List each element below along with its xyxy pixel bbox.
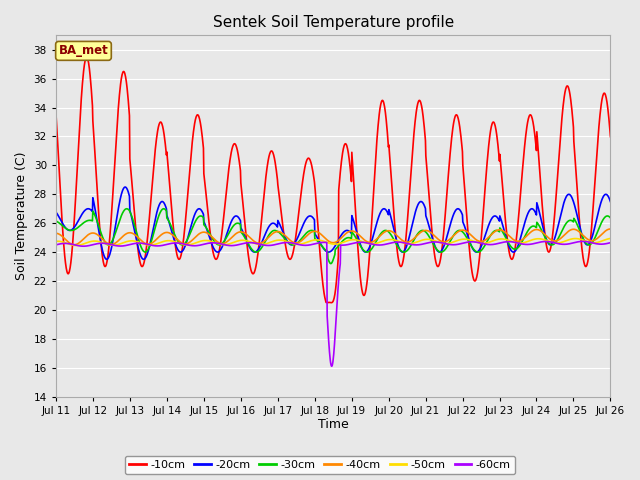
-50cm [52,239,60,244]
Text: BA_met: BA_met [59,44,108,58]
-50cm [162,238,170,244]
-40cm [541,231,548,237]
-30cm [123,206,131,212]
-60cm [52,242,60,248]
-20cm [103,256,111,262]
-40cm [492,228,500,234]
-40cm [420,228,428,234]
-20cm [493,214,500,219]
-20cm [420,202,428,207]
-40cm [607,226,614,232]
-10cm [176,256,184,262]
-30cm [238,230,246,236]
-10cm [493,129,500,135]
-10cm [52,108,60,114]
-40cm [162,229,170,235]
-60cm [541,239,548,244]
-20cm [607,199,614,204]
-50cm [238,238,246,243]
Line: -30cm: -30cm [56,209,611,264]
-10cm [238,187,246,193]
-60cm [579,239,586,244]
-40cm [52,230,60,236]
-40cm [176,239,184,244]
-30cm [52,218,60,224]
-50cm [607,236,614,241]
-50cm [492,237,500,243]
-20cm [541,233,549,239]
Legend: -10cm, -20cm, -30cm, -40cm, -50cm, -60cm: -10cm, -20cm, -30cm, -40cm, -50cm, -60cm [125,456,515,474]
-50cm [541,237,548,243]
Line: -60cm: -60cm [56,241,611,366]
-20cm [238,227,246,233]
-60cm [607,240,614,246]
-60cm [328,363,335,369]
-60cm [420,241,428,247]
-30cm [420,228,428,234]
Line: -10cm: -10cm [56,57,611,303]
-10cm [607,134,614,140]
Y-axis label: Soil Temperature (C): Soil Temperature (C) [15,152,28,280]
Line: -20cm: -20cm [56,187,611,259]
-50cm [176,240,184,246]
-30cm [493,228,500,233]
-20cm [176,249,184,255]
-10cm [420,120,428,126]
-10cm [541,235,549,240]
-20cm [52,209,60,215]
-20cm [122,184,129,190]
-30cm [176,240,184,246]
Line: -40cm: -40cm [56,229,611,245]
-10cm [162,148,170,154]
-60cm [175,240,183,246]
-50cm [420,237,428,243]
Line: -50cm: -50cm [56,239,611,245]
-40cm [238,229,246,235]
-20cm [163,206,170,212]
-40cm [70,242,78,248]
-60cm [492,241,500,247]
-30cm [607,215,614,221]
-60cm [237,241,245,247]
X-axis label: Time: Time [318,419,349,432]
-10cm [328,300,335,306]
-30cm [162,208,170,214]
-30cm [327,261,335,266]
Title: Sentek Soil Temperature profile: Sentek Soil Temperature profile [212,15,454,30]
-60cm [162,242,170,248]
-30cm [541,235,549,241]
-10cm [83,54,90,60]
-50cm [72,242,80,248]
